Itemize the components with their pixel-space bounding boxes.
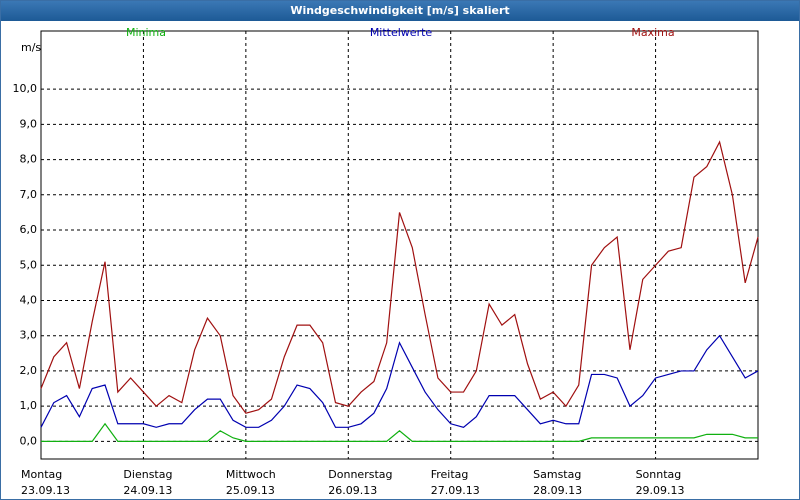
x-tick-label: Sonntag — [636, 468, 682, 481]
y-tick-label: 0,0 — [20, 434, 38, 447]
y-tick-label: 1,0 — [20, 399, 38, 412]
y-tick-label: 8,0 — [20, 153, 38, 166]
x-tick-label: Dienstag — [123, 468, 172, 481]
x-tick-date: 26.09.13 — [328, 484, 377, 497]
data-line — [40, 140, 759, 414]
title-bar: Windgeschwindigkeit [m/s] skaliert — [1, 1, 799, 21]
y-unit: m/s — [21, 41, 41, 54]
x-tick-label: Freitag — [431, 468, 469, 481]
x-tick-label: Mittwoch — [226, 468, 276, 481]
x-tick-date: 25.09.13 — [226, 484, 275, 497]
y-tick-label: 7,0 — [20, 188, 38, 201]
x-tick-label: Montag — [21, 468, 62, 481]
x-tick-date: 29.09.13 — [636, 484, 685, 497]
x-tick-date: 28.09.13 — [533, 484, 582, 497]
chart: m/s 0,0 1,0 2,0 3,0 4,0 5,0 6,0 7,0 8,0 9,0 10,0 Mon… — [13, 26, 759, 497]
y-tick-label: 5,0 — [20, 258, 38, 271]
x-tick-label: Samstag — [533, 468, 581, 481]
data-line — [41, 422, 758, 442]
y-tick-label: 2,0 — [20, 364, 38, 377]
legend-label: Mittelwerte — [370, 26, 433, 39]
x-tick-date: 23.09.13 — [21, 484, 70, 497]
y-tick-label: 3,0 — [20, 329, 38, 342]
plot-area — [40, 30, 759, 460]
y-tick-label: 6,0 — [20, 223, 38, 236]
x-tick-date: 24.09.13 — [123, 484, 172, 497]
y-tick-label: 10,0 — [13, 82, 38, 95]
x-tick-date: 27.09.13 — [431, 484, 480, 497]
y-tick-label: 9,0 — [20, 117, 38, 130]
legend-label: Minima — [126, 26, 166, 39]
y-tick-label: 4,0 — [20, 293, 38, 306]
legend-label: Maxima — [631, 26, 674, 39]
data-line — [40, 334, 759, 428]
x-tick-label: Donnerstag — [328, 468, 392, 481]
